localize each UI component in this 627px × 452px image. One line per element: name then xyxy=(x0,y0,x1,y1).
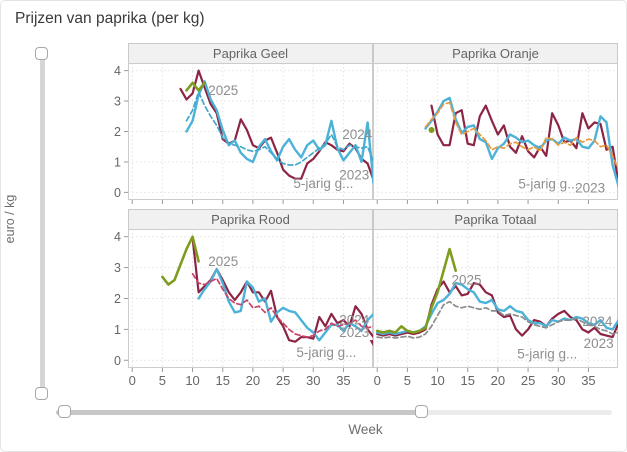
svg-text:2024: 2024 xyxy=(582,314,613,329)
svg-text:3: 3 xyxy=(114,261,121,275)
svg-text:35: 35 xyxy=(336,373,350,388)
x-zoom-slider[interactable] xyxy=(56,405,612,419)
svg-text:4: 4 xyxy=(114,64,121,78)
svg-text:2023: 2023 xyxy=(339,168,369,183)
x-zoom-handle-left[interactable] xyxy=(58,405,71,418)
svg-text:2024: 2024 xyxy=(342,127,373,142)
svg-text:25: 25 xyxy=(276,373,290,388)
svg-text:0: 0 xyxy=(129,373,136,388)
svg-text:0: 0 xyxy=(114,186,121,200)
panel-paprika-geel: Paprika Geel 0 1 2 3 4 2025 2024 2023 5-jarig g.… xyxy=(111,43,373,205)
svg-text:30: 30 xyxy=(551,373,565,388)
y-zoom-handle-bottom[interactable] xyxy=(35,387,48,400)
y-zoom-slider[interactable] xyxy=(35,47,50,400)
svg-text:2023: 2023 xyxy=(575,180,605,195)
svg-text:15: 15 xyxy=(461,373,475,388)
svg-text:20: 20 xyxy=(246,373,260,388)
svg-text:4: 4 xyxy=(114,230,121,244)
svg-text:25: 25 xyxy=(521,373,535,388)
svg-text:10: 10 xyxy=(185,373,199,388)
svg-text:2: 2 xyxy=(114,292,121,306)
svg-text:15: 15 xyxy=(216,373,230,388)
svg-text:1: 1 xyxy=(114,155,121,169)
panel-header-totaal: Paprika Totaal xyxy=(373,209,618,229)
svg-text:35: 35 xyxy=(581,373,595,388)
svg-text:5: 5 xyxy=(404,373,411,388)
svg-text:5-jarig g...: 5-jarig g... xyxy=(293,176,353,191)
svg-text:5-jarig g...: 5-jarig g... xyxy=(518,177,578,192)
panel-paprika-oranje: Paprika Oranje 5-jarig g... 2023 xyxy=(373,43,618,205)
svg-text:10: 10 xyxy=(430,373,444,388)
y-zoom-handle-top[interactable] xyxy=(35,47,48,60)
svg-text:1: 1 xyxy=(114,323,121,337)
svg-text:3: 3 xyxy=(114,95,121,109)
svg-text:20: 20 xyxy=(491,373,505,388)
svg-text:2024: 2024 xyxy=(339,313,370,328)
svg-text:5-jarig g...: 5-jarig g... xyxy=(296,345,356,360)
panel-header-geel: Paprika Geel xyxy=(128,43,373,63)
panel-paprika-rood: Paprika Rood 0 1 2 3 4 0 5 10 15 20 25 30 35 2025 2024… xyxy=(111,209,373,390)
svg-text:0: 0 xyxy=(114,354,121,368)
svg-text:30: 30 xyxy=(306,373,320,388)
svg-text:2025: 2025 xyxy=(208,83,238,98)
panel-plot-oranje[interactable]: 5-jarig g...2023 xyxy=(373,63,618,205)
panel-paprika-totaal: Paprika Totaal 0 5 10 15 20 25 30 35 2025 2024 202… xyxy=(373,209,618,390)
svg-text:5: 5 xyxy=(159,373,166,388)
x-axis-title: Week xyxy=(348,422,383,437)
panel-header-rood: Paprika Rood xyxy=(128,209,373,229)
x-zoom-handle-right[interactable] xyxy=(415,405,428,418)
svg-text:5-jarig g...: 5-jarig g... xyxy=(517,347,577,362)
chart-title: Prijzen van paprika (per kg) xyxy=(15,10,205,27)
svg-text:2023: 2023 xyxy=(339,325,369,340)
svg-text:2025: 2025 xyxy=(451,272,481,287)
y-axis-title: euro / kg xyxy=(3,194,17,244)
x-zoom-track-selected[interactable] xyxy=(56,410,422,415)
svg-text:2: 2 xyxy=(114,125,121,139)
panel-header-oranje: Paprika Oranje xyxy=(373,43,618,63)
chart-grid: Paprika Geel 0 1 2 3 4 2025 2024 2023 5-jarig g.… xyxy=(111,43,618,390)
y-zoom-track[interactable] xyxy=(40,53,45,394)
svg-text:2025: 2025 xyxy=(208,254,238,269)
svg-text:0: 0 xyxy=(374,373,381,388)
svg-text:2023: 2023 xyxy=(584,336,614,351)
